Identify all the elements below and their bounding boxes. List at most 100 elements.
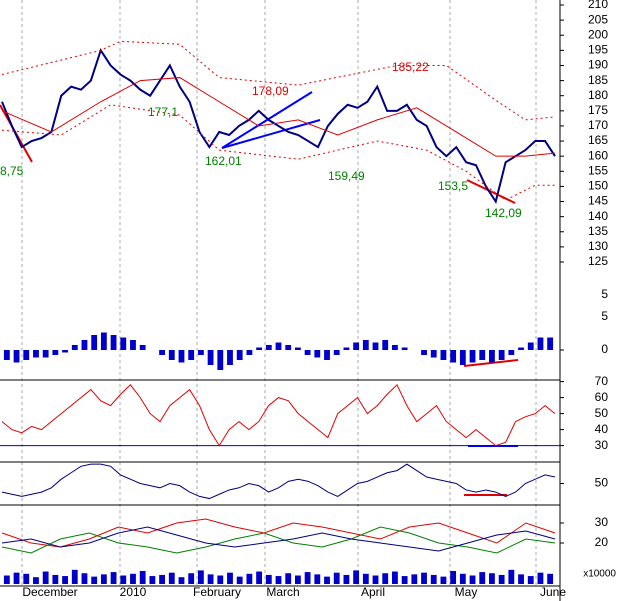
y-tick-label: 135 — [588, 224, 608, 238]
bar — [62, 576, 68, 584]
x-tick-label: June — [540, 585, 566, 599]
bar — [130, 573, 136, 584]
bar — [430, 350, 437, 358]
y-tick-label: 30 — [595, 438, 609, 452]
series-line — [1, 518, 556, 548]
bar — [489, 350, 495, 363]
bar — [469, 575, 476, 584]
bar — [382, 340, 389, 350]
annotation: 162,01 — [205, 154, 242, 168]
y-tick-label: 60 — [595, 390, 609, 404]
channel-bottom — [221, 119, 321, 149]
y-tick-label: 140 — [588, 209, 608, 223]
bar — [401, 347, 408, 350]
y-tick-label: 125 — [588, 254, 608, 268]
bar — [168, 350, 175, 360]
bar — [392, 571, 398, 584]
bar — [71, 345, 78, 350]
series-line — [1, 48, 556, 204]
bar — [52, 350, 59, 355]
bar — [81, 340, 88, 350]
bar — [314, 350, 321, 358]
bar — [227, 572, 233, 584]
bar — [421, 350, 427, 355]
bar — [294, 347, 301, 350]
bar — [217, 575, 224, 584]
bar — [489, 573, 495, 584]
bar — [3, 575, 10, 584]
x-tick-label: May — [455, 585, 478, 599]
bar — [3, 350, 10, 360]
bar — [275, 342, 282, 350]
annotation: 178,09 — [252, 84, 289, 98]
bar — [178, 577, 185, 584]
x-tick-label: March — [266, 585, 299, 599]
y-tick-label: 175 — [588, 103, 608, 117]
bar — [411, 574, 418, 584]
bar — [479, 572, 486, 584]
y-tick-label: 190 — [588, 58, 608, 72]
bar — [314, 574, 321, 584]
bar — [168, 572, 175, 584]
bar — [246, 573, 253, 584]
y-tick-label: 150 — [588, 179, 608, 193]
y-tick-label: 5 — [601, 287, 608, 301]
bar — [469, 350, 476, 363]
y-tick-label: 30 — [595, 515, 609, 529]
bar — [130, 340, 136, 350]
bar — [23, 573, 30, 584]
bar — [81, 573, 88, 584]
bar — [362, 340, 369, 350]
bar — [324, 576, 330, 584]
bar — [159, 574, 165, 584]
series-line — [1, 463, 556, 500]
bar — [372, 575, 379, 584]
bar — [401, 576, 408, 584]
bar — [62, 350, 68, 353]
bar — [33, 350, 39, 358]
y-tick-label: 155 — [588, 163, 608, 177]
y-tick-label: 160 — [588, 148, 608, 162]
bar — [479, 350, 486, 360]
bar — [227, 350, 233, 365]
x-tick-label: 2010 — [120, 585, 147, 599]
bar — [459, 350, 466, 365]
bar — [265, 574, 272, 584]
bar — [207, 574, 214, 584]
y-tick-label: 40 — [595, 422, 609, 436]
bar — [52, 574, 59, 584]
y-tick-label: 210 — [588, 0, 608, 11]
bar — [91, 576, 98, 584]
y-tick-label: 205 — [588, 12, 608, 26]
y-tick-label: 195 — [588, 43, 608, 57]
y-tick-label: 165 — [588, 133, 608, 147]
bar — [450, 350, 457, 363]
bar — [188, 350, 195, 360]
bar — [100, 332, 107, 350]
bar — [188, 573, 195, 584]
bar — [236, 350, 243, 360]
y-tick-label: 50 — [595, 406, 609, 420]
y-tick-label: 170 — [588, 118, 608, 132]
bar — [382, 573, 389, 584]
bar — [372, 342, 379, 350]
bar — [508, 569, 515, 584]
bar — [285, 573, 292, 584]
bar — [71, 569, 78, 584]
bar — [440, 576, 447, 584]
y-tick-label: 145 — [588, 194, 608, 208]
bar — [459, 573, 466, 584]
y-tick-label: 0 — [601, 342, 608, 356]
bar — [207, 350, 214, 365]
bar — [110, 335, 117, 350]
bar — [294, 575, 301, 584]
bar — [421, 572, 427, 584]
bar — [498, 574, 505, 584]
bar — [159, 350, 165, 355]
bar — [518, 347, 524, 350]
series-line — [1, 383, 556, 447]
bar — [547, 573, 554, 584]
bar — [42, 571, 49, 584]
